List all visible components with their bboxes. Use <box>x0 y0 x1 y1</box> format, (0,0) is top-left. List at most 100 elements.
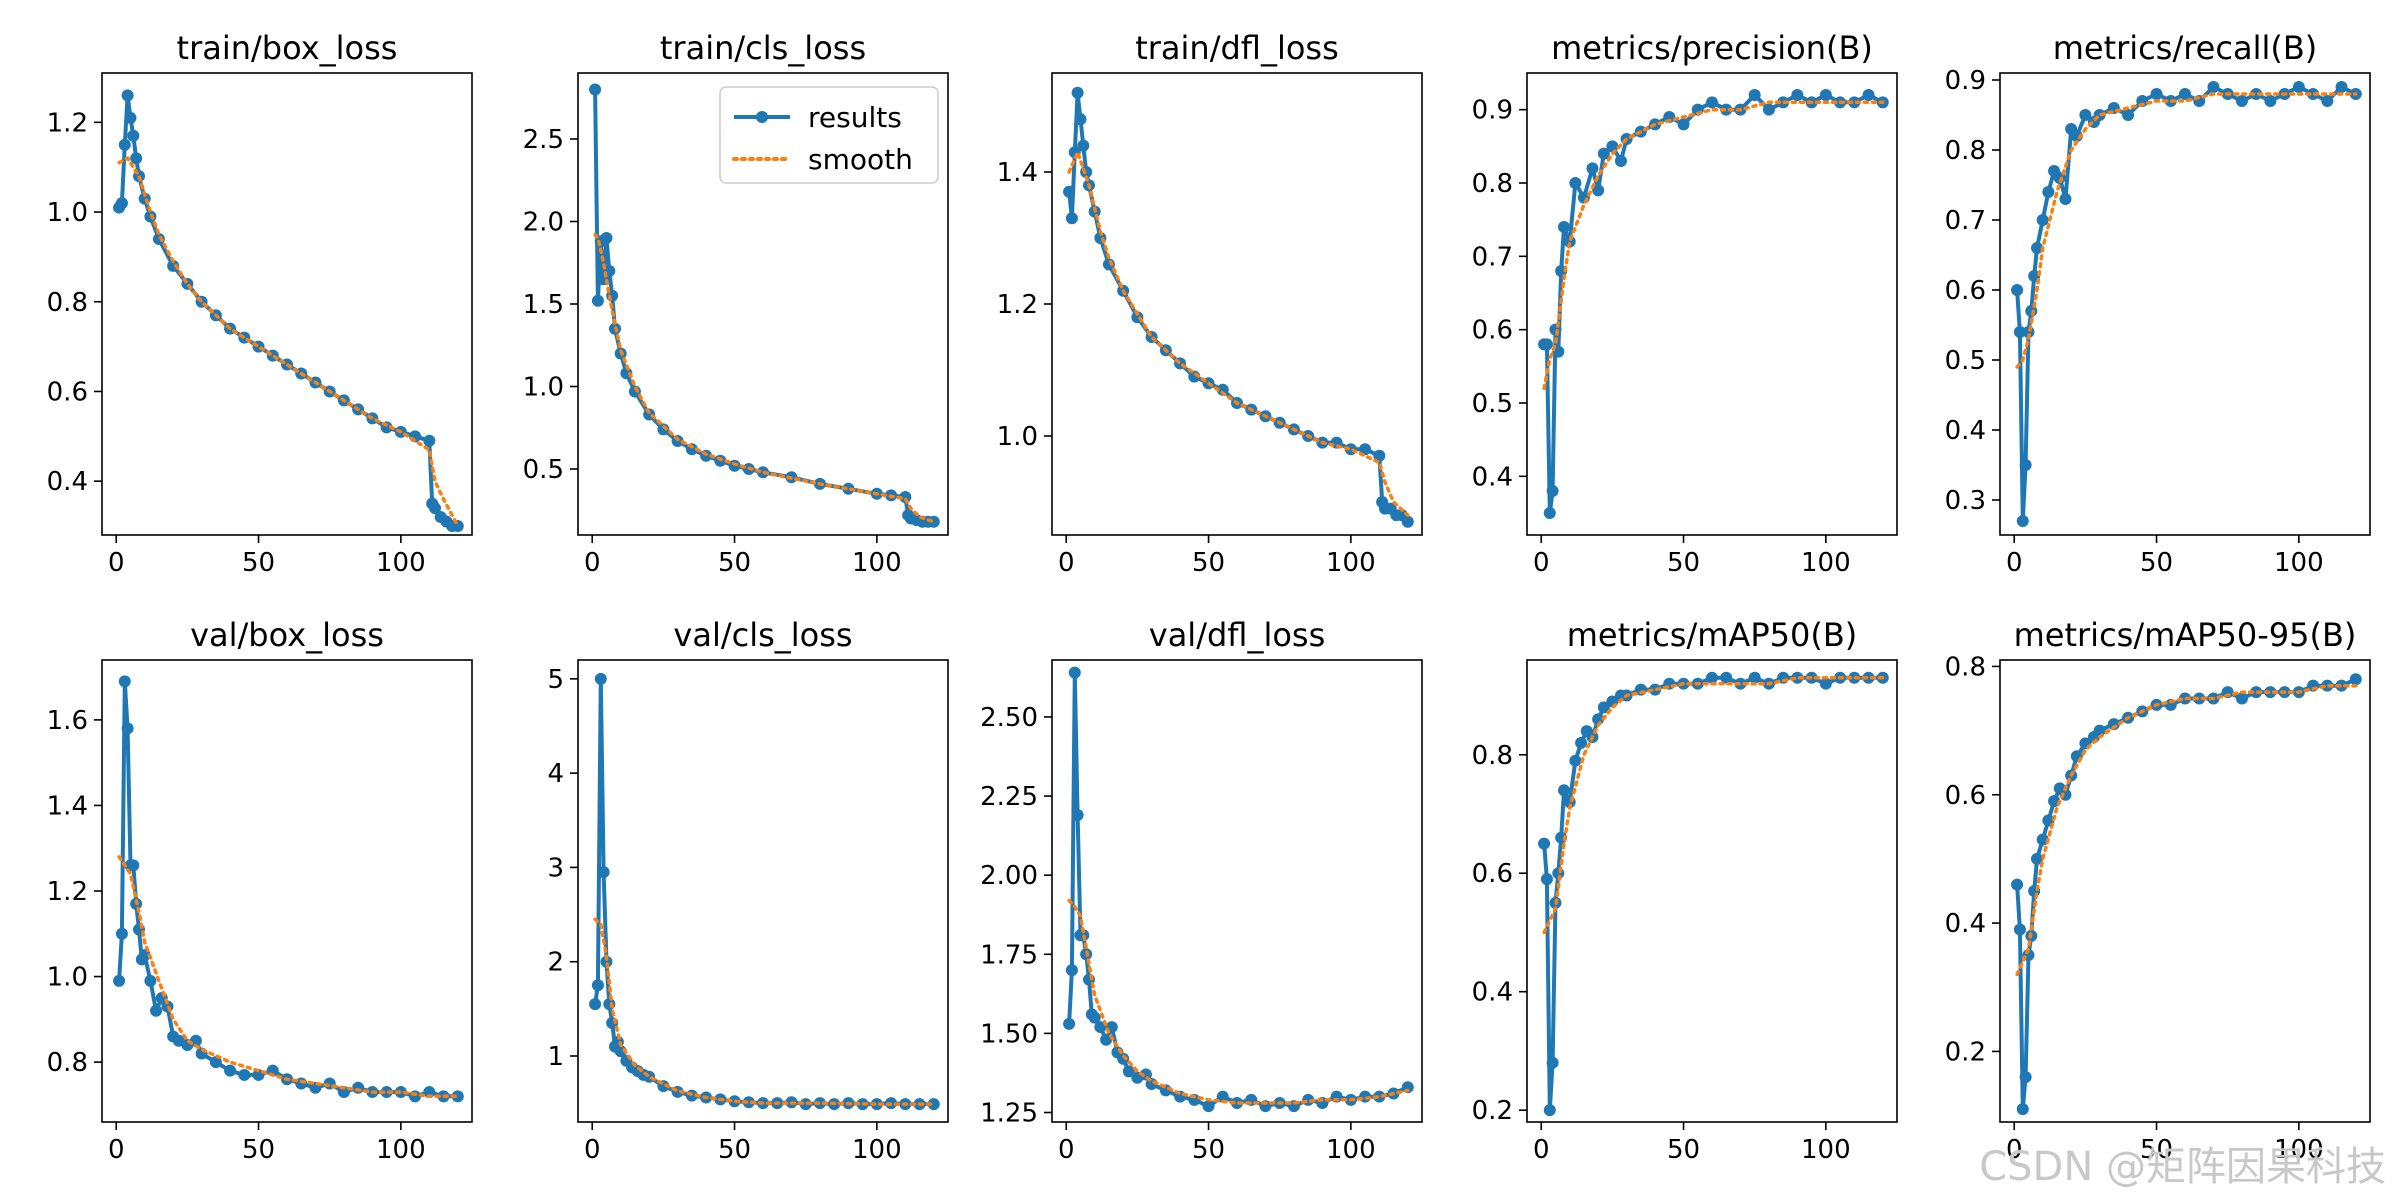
y-tick-label: 0.6 <box>47 377 88 407</box>
y-tick-label: 0.7 <box>1945 206 1986 236</box>
results-point <box>224 1064 237 1077</box>
x-tick-label: 100 <box>1326 1135 1376 1165</box>
results-point <box>1720 103 1733 116</box>
results-point <box>589 998 602 1011</box>
smooth-line <box>117 155 460 528</box>
results-point <box>1100 1033 1113 1046</box>
results-point <box>1538 837 1551 850</box>
results-point <box>2016 1103 2029 1116</box>
results-point <box>429 502 441 515</box>
y-tick-label: 1.0 <box>47 198 88 228</box>
y-tick-label: 1.2 <box>47 108 88 138</box>
y-tick-label: 2 <box>547 948 564 978</box>
results-point <box>1614 155 1627 167</box>
results-point <box>870 1098 883 1111</box>
y-tick-label: 1 <box>547 1042 564 1072</box>
legend-smooth-label: smooth <box>808 143 913 176</box>
results-point <box>1569 177 1582 189</box>
results-point <box>1543 507 1556 519</box>
x-tick-label: 0 <box>1533 1135 1550 1165</box>
results-point <box>150 1004 163 1017</box>
y-tick-label: 1.0 <box>47 963 88 993</box>
results-point <box>1401 515 1414 528</box>
results-point <box>1706 96 1718 109</box>
results-point <box>1065 964 1078 977</box>
x-tick-label: 50 <box>2140 1135 2173 1165</box>
plot-area <box>2011 673 2362 1116</box>
results-point <box>1706 671 1718 684</box>
plot-area <box>113 89 464 533</box>
results-line <box>117 93 458 528</box>
y-tick-label: 0.4 <box>1945 909 1986 939</box>
x-tick-label: 50 <box>1667 1135 1700 1165</box>
results-point <box>1791 671 1804 684</box>
x-tick-label: 100 <box>852 548 902 578</box>
results-point <box>1373 1090 1386 1103</box>
results-point <box>1546 1056 1559 1069</box>
x-tick-label: 0 <box>108 548 125 578</box>
x-tick-label: 0 <box>584 1135 601 1165</box>
results-point <box>1748 89 1761 101</box>
results-point <box>1540 873 1553 886</box>
x-tick-label: 0 <box>1533 548 1550 578</box>
results-point <box>130 152 143 165</box>
results-point <box>1216 1090 1229 1103</box>
plot-area <box>2011 81 2362 527</box>
smooth-line <box>1067 898 1410 1105</box>
plot-frame <box>1526 659 1898 1123</box>
results-point <box>1819 677 1832 690</box>
plot-frame <box>1999 72 2371 536</box>
x-tick-label: 100 <box>2274 548 2324 578</box>
results-point <box>1543 1104 1556 1117</box>
x-tick-label: 0 <box>108 1135 125 1165</box>
y-tick-label: 1.4 <box>997 158 1038 188</box>
x-tick-label: 50 <box>242 548 275 578</box>
results-point <box>591 979 604 992</box>
y-tick-label: 0.2 <box>1472 1096 1513 1126</box>
panel-val-dfl-loss: val/dfl_loss 0 50 100 1.25 1.50 1.75 2.00 2.25 2.… <box>980 616 1423 1165</box>
results-point <box>1597 701 1610 714</box>
results-point <box>2235 692 2248 705</box>
x-tick-label: 0 <box>1058 548 1075 578</box>
results-point <box>118 138 131 151</box>
results-line <box>1067 90 1410 524</box>
y-tick-label: 0.6 <box>1472 316 1513 346</box>
y-tick-label: 1.4 <box>47 791 88 821</box>
plot-area <box>589 83 940 528</box>
results-point <box>1216 383 1229 396</box>
smooth-line <box>593 232 936 524</box>
y-tick-label: 3 <box>547 853 564 883</box>
panel-title: metrics/recall(B) <box>2053 29 2318 67</box>
results-point <box>1202 1100 1215 1113</box>
y-tick-label: 1.2 <box>997 290 1038 320</box>
panel-train-box-loss: train/box_loss 0 50 100 0.4 0.6 0.8 1.0 1.2 <box>47 29 473 578</box>
plot-frame <box>1999 659 2371 1123</box>
results-point <box>1592 184 1605 197</box>
results-point <box>1558 784 1570 797</box>
results-point <box>1791 89 1804 101</box>
y-tick-label: 0.8 <box>1945 652 1986 682</box>
y-tick-label: 0.5 <box>523 455 564 485</box>
results-point <box>2292 81 2305 93</box>
panel-val-cls-loss: val/cls_loss 0 50 100 1 2 3 4 5 <box>547 616 949 1165</box>
results-point <box>2207 81 2220 93</box>
y-tick-label: 0.9 <box>1945 66 1986 96</box>
results-point <box>1748 671 1761 684</box>
x-tick-label: 100 <box>376 1135 426 1165</box>
results-point <box>842 482 855 495</box>
results-point <box>1677 118 1690 131</box>
x-tick-label: 0 <box>2006 548 2023 578</box>
y-tick-label: 0.4 <box>1472 978 1513 1008</box>
smooth-line <box>1067 147 1410 517</box>
results-point <box>152 232 165 245</box>
panel-title: val/dfl_loss <box>1149 616 1326 654</box>
results-line <box>1067 670 1409 1109</box>
x-tick-label: 50 <box>2140 548 2173 578</box>
results-point <box>2321 95 2334 107</box>
results-point <box>1074 113 1087 126</box>
results-line <box>2015 85 2357 523</box>
x-tick-label: 100 <box>1326 548 1376 578</box>
panel-metrics-map50-b: metrics/mAP50(B) 0 50 100 0.2 0.4 0.6 0.8 <box>1472 616 1898 1165</box>
results-point <box>2250 88 2263 100</box>
results-point <box>591 294 604 307</box>
